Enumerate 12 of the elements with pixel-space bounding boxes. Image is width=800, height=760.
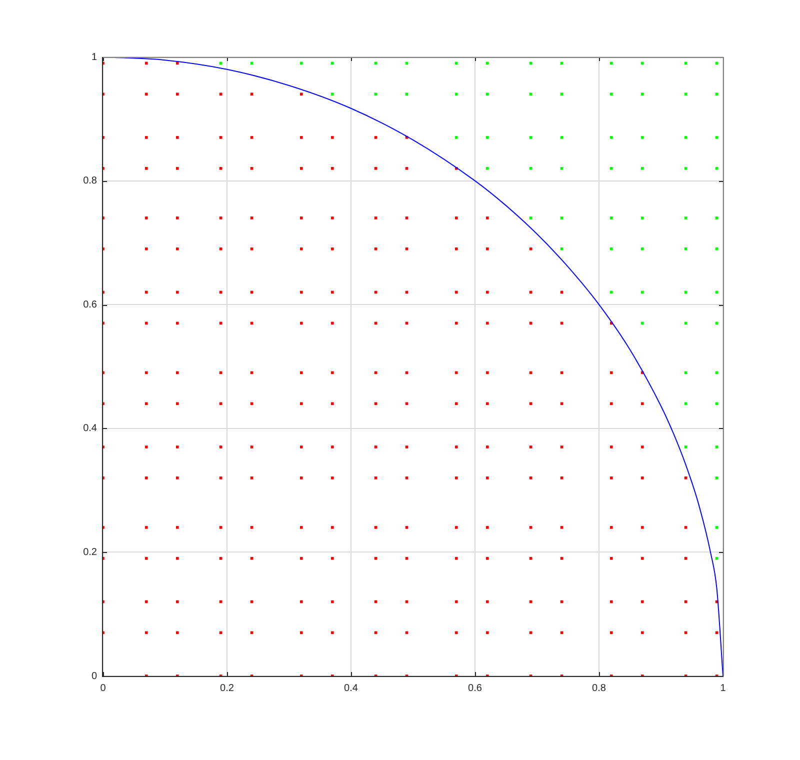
x-tick-label: 0.6 bbox=[468, 682, 482, 694]
x-tick-label: 0.4 bbox=[344, 682, 358, 694]
x-tick-label: 0 bbox=[100, 682, 106, 694]
y-tick-label: 0.2 bbox=[83, 546, 98, 558]
x-tick-label: 0.2 bbox=[220, 682, 234, 694]
y-tick-label: 0 bbox=[91, 670, 98, 682]
y-tick-label: 1 bbox=[91, 52, 98, 63]
y-tick-label: 0.6 bbox=[83, 299, 98, 310]
y-tick-label: 0.4 bbox=[83, 423, 98, 434]
y-tick-label: 0.8 bbox=[83, 176, 98, 187]
x-tick-label: 0.8 bbox=[592, 682, 606, 694]
x-tick-label: 1 bbox=[720, 682, 726, 694]
